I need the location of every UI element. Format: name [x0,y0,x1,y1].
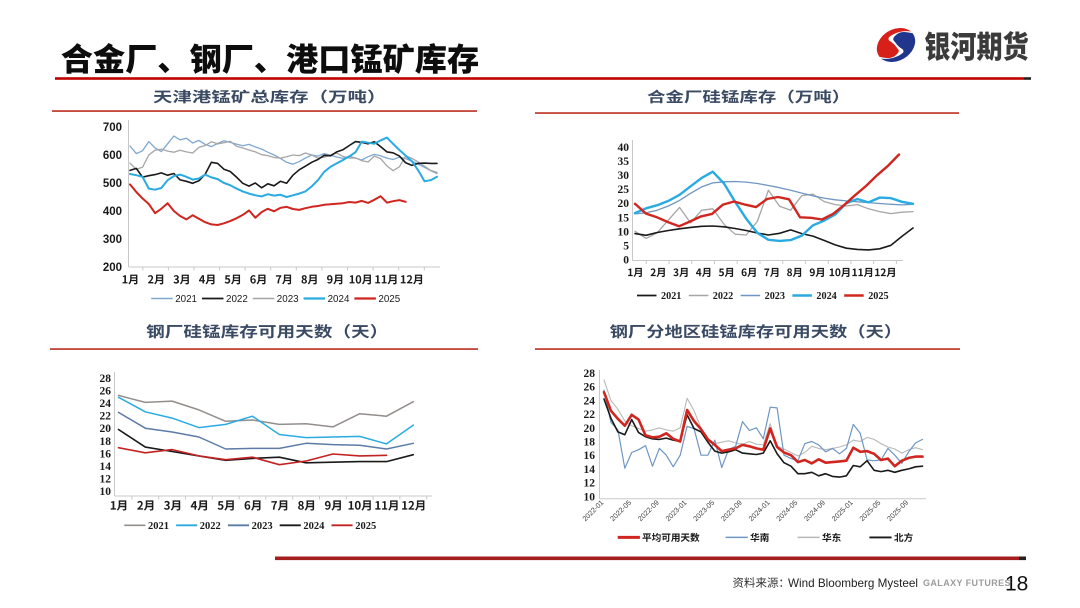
svg-text:2024: 2024 [303,521,325,532]
svg-text:18: 18 [100,436,112,448]
svg-text:18: 18 [584,437,596,449]
svg-text:2022: 2022 [713,291,733,302]
svg-text:18: 18 [1005,573,1028,596]
svg-text:10: 10 [618,226,630,238]
svg-text:26: 26 [100,385,112,397]
svg-text:300: 300 [103,234,122,246]
svg-text:16: 16 [100,448,112,460]
svg-text:400: 400 [103,206,122,218]
svg-text:24: 24 [100,398,112,410]
svg-text:10: 10 [100,486,112,498]
svg-text:20: 20 [100,423,112,435]
svg-text:12: 12 [584,478,596,490]
svg-text:26: 26 [584,382,596,394]
svg-text:2022: 2022 [226,294,248,305]
svg-text:2024: 2024 [816,291,836,302]
svg-text:2021: 2021 [175,294,197,305]
svg-text:22: 22 [100,411,112,423]
svg-text:2025: 2025 [378,294,400,305]
svg-text:20: 20 [584,423,596,435]
svg-text:2025: 2025 [868,291,888,302]
svg-text:12: 12 [100,474,112,486]
svg-text:25: 25 [618,184,630,196]
svg-text:28: 28 [100,373,112,385]
svg-text:2023: 2023 [277,294,299,305]
svg-text:30: 30 [618,170,630,182]
svg-text:GALAXY FUTURES: GALAXY FUTURES [923,578,1011,588]
svg-text:16: 16 [584,450,596,462]
svg-text:20: 20 [618,198,630,210]
svg-text:14: 14 [584,464,596,476]
svg-text:2022: 2022 [200,521,221,532]
svg-text:35: 35 [618,156,630,168]
svg-text:24: 24 [584,395,596,407]
svg-text:200: 200 [103,262,122,274]
svg-text:600: 600 [103,150,122,162]
svg-text:0: 0 [623,255,629,267]
svg-text:2024: 2024 [328,294,350,305]
svg-text:10: 10 [584,491,596,503]
svg-text:14: 14 [100,461,112,473]
svg-text:15: 15 [618,212,630,224]
svg-text:2023: 2023 [765,291,785,302]
svg-text:2025: 2025 [355,521,376,532]
svg-text:2021: 2021 [661,291,681,302]
svg-text:Wind Bloomberg Mysteel: Wind Bloomberg Mysteel [788,577,918,590]
svg-text:22: 22 [584,409,596,421]
svg-text:500: 500 [103,178,122,190]
svg-text:28: 28 [584,368,596,380]
svg-text:700: 700 [103,122,122,134]
svg-text:40: 40 [618,142,630,154]
svg-text:5: 5 [623,240,629,252]
svg-text:2021: 2021 [148,521,169,532]
svg-text:2023: 2023 [252,521,273,532]
